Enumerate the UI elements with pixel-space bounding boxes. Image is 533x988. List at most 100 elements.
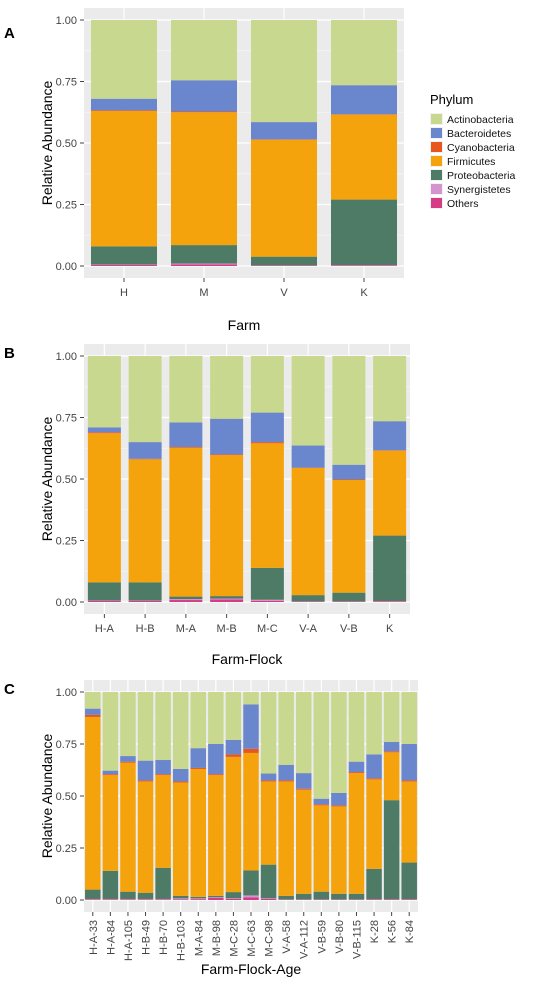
bar-segment-bacteroidetes	[225, 739, 242, 755]
bar-segment-bacteroidetes	[373, 421, 407, 451]
bar-segment-others	[243, 897, 259, 900]
y-tick-label: 0.75	[56, 413, 77, 425]
bar-segment-firmicutes	[260, 781, 277, 865]
x-axis-title: Farm-Flock-Age	[201, 961, 302, 977]
bar-segment-proteobacteria	[91, 246, 157, 265]
x-tick-label: K-28	[369, 920, 381, 943]
bar-segment-bacteroidetes	[243, 704, 259, 749]
bar-segment-cyanobacteria	[155, 774, 171, 776]
bar-segment-proteobacteria	[225, 892, 242, 899]
bar-segment-others	[85, 899, 101, 900]
panel-c: C 0.00 0.25 0.50 0.75 1.00 H-A-33 H-A-84 H-A-105…	[4, 680, 418, 977]
bar-segment-others	[128, 601, 162, 602]
bar-segment-synergistetes	[260, 898, 277, 899]
x-tick-label: H-B-70	[158, 920, 170, 955]
bar-segment-actinobacteria	[295, 692, 312, 774]
bar-segment-cyanobacteria	[172, 781, 189, 783]
legend-label-synergistetes: Synergistetes	[447, 184, 511, 196]
bar-segment-firmicutes	[250, 443, 284, 568]
bar-segment-bacteroidetes	[383, 741, 400, 752]
x-tick-label: M-C-63	[246, 920, 258, 957]
y-axis-title: Relative Abundance	[39, 81, 55, 206]
bar-segment-cyanobacteria	[85, 714, 101, 717]
bar-segment-bacteroidetes	[171, 80, 237, 112]
bar-segment-cyanobacteria	[91, 110, 157, 112]
y-tick-label: 0.50	[56, 138, 77, 150]
bar-segment-bacteroidetes	[190, 748, 207, 768]
bar-segment-bacteroidetes	[91, 98, 157, 111]
x-tick-label: M-B-98	[211, 920, 223, 956]
bar-segment-actinobacteria	[373, 356, 407, 422]
bar-segment-firmicutes	[348, 773, 365, 894]
x-tick-label: V-B-80	[334, 920, 346, 954]
y-tick-label: 0.00	[56, 261, 77, 273]
panel-label: C	[4, 681, 15, 698]
bar-segment-cyanobacteria	[313, 804, 330, 806]
x-tick-label: H-B-49	[141, 920, 153, 955]
bar-segment-proteobacteria	[331, 199, 397, 266]
legend-label-firmicutes: Firmicutes	[447, 156, 495, 168]
bar-segment-others	[120, 899, 136, 900]
bar-segment-cyanobacteria	[366, 778, 382, 780]
x-tick-label: H-B-103	[176, 920, 188, 961]
bar-segment-proteobacteria	[137, 892, 154, 899]
bar-segment-bacteroidetes	[260, 773, 277, 781]
bar-segment-cyanobacteria	[225, 754, 242, 757]
bar-segment-firmicutes	[172, 782, 189, 896]
bar-segment-bacteroidetes	[208, 744, 224, 775]
bar-segment-actinobacteria	[313, 692, 330, 799]
bar-segment-proteobacteria	[260, 864, 277, 899]
bar-segment-bacteroidetes	[332, 464, 366, 480]
x-tick-label: H	[120, 287, 128, 299]
bar-segment-bacteroidetes	[169, 422, 203, 448]
x-tick-label: K-56	[387, 920, 399, 943]
bar-segment-proteobacteria	[120, 891, 136, 899]
bar-segment-bacteroidetes	[128, 442, 162, 459]
bar-segment-firmicutes	[383, 752, 400, 801]
bar-segment-others	[208, 897, 224, 900]
x-tick-label: H-A-105	[123, 920, 135, 961]
y-tick-label: 0.50	[56, 791, 77, 803]
legend-swatch-cyanobacteria	[431, 142, 442, 152]
bar-segment-synergistetes	[225, 898, 242, 899]
bar-segment-firmicutes	[137, 781, 154, 893]
x-tick-label: M-C-28	[228, 920, 240, 957]
bar-segment-others	[155, 899, 171, 900]
bar-segment-proteobacteria	[250, 567, 284, 600]
bar-segment-cyanobacteria	[120, 761, 136, 763]
x-tick-label: M-A-84	[193, 920, 205, 956]
bar-segment-actinobacteria	[251, 20, 317, 123]
bar-segment-cyanobacteria	[250, 442, 284, 444]
bar-segment-cyanobacteria	[137, 780, 154, 782]
bar-segment-cyanobacteria	[102, 774, 119, 776]
bar-segment-bacteroidetes	[137, 760, 154, 781]
y-tick-label: 0.75	[56, 739, 77, 751]
bar-segment-cyanobacteria	[295, 788, 312, 790]
x-tick-label: V-B-115	[351, 920, 363, 959]
bar-segment-actinobacteria	[91, 20, 157, 99]
bar-segment-bacteroidetes	[102, 770, 119, 775]
bar-segment-bacteroidetes	[210, 418, 244, 455]
bar-segment-proteobacteria	[208, 895, 224, 898]
bar-segment-firmicutes	[295, 789, 312, 894]
bar-segment-proteobacteria	[401, 862, 417, 900]
bar-segment-synergistetes	[190, 898, 207, 900]
bar-segment-cyanobacteria	[243, 748, 259, 753]
legend-label-proteobacteria: Proteobacteria	[447, 170, 515, 182]
bar-segment-cyanobacteria	[208, 774, 224, 776]
bar-segment-bacteroidetes	[331, 792, 347, 806]
bar-segment-firmicutes	[210, 455, 244, 597]
y-tick-label: 0.00	[56, 895, 77, 907]
x-tick-label: V-A-112	[299, 920, 311, 959]
y-tick-label: 1.00	[56, 687, 77, 699]
bar-segment-actinobacteria	[171, 20, 237, 81]
bar-segment-others	[169, 600, 203, 602]
bar-segment-proteobacteria	[251, 256, 317, 266]
y-tick-label: 0.25	[56, 843, 77, 855]
bar-segment-firmicutes	[366, 779, 382, 869]
bar-segment-firmicutes	[278, 781, 294, 896]
bar-segment-cyanobacteria	[87, 432, 121, 434]
x-tick-label: M-C-98	[264, 920, 276, 957]
bar-segment-others	[172, 899, 189, 900]
